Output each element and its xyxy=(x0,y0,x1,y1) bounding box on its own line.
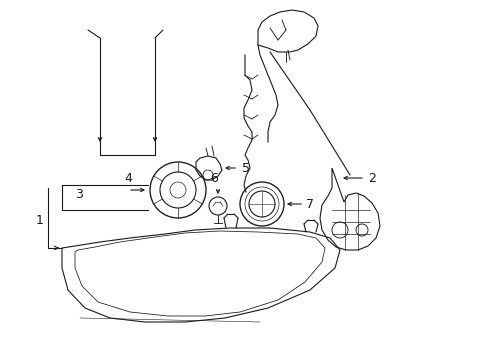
Text: 6: 6 xyxy=(210,172,218,185)
Text: 3: 3 xyxy=(75,188,82,201)
Text: 7: 7 xyxy=(305,198,313,211)
Text: 4: 4 xyxy=(124,172,132,185)
Text: 5: 5 xyxy=(242,162,249,175)
Text: 1: 1 xyxy=(36,213,44,226)
Text: 2: 2 xyxy=(367,171,375,185)
